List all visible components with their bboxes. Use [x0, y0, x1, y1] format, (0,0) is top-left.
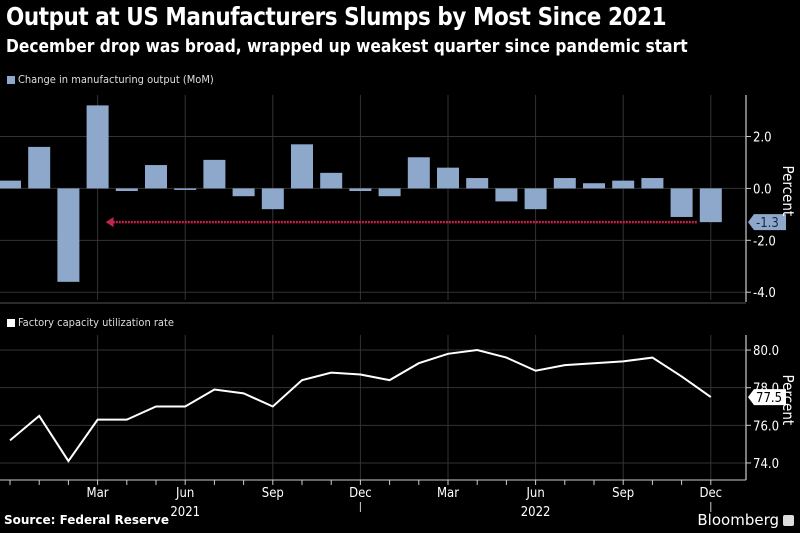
line-last-value-label: 77.5 — [756, 391, 782, 406]
bloomberg-logo-icon — [783, 514, 794, 526]
x-tick-label-1: Jun — [175, 486, 194, 501]
bar-18 — [524, 188, 547, 210]
bar-2 — [57, 188, 80, 282]
bar-24 — [699, 188, 722, 223]
bar-15 — [437, 167, 459, 189]
bar-0 — [0, 180, 21, 189]
x-year-label-0: 2021 — [170, 505, 200, 520]
utilization-line — [9, 349, 712, 463]
legend-swatch-line — [7, 318, 15, 327]
bar-14 — [407, 157, 430, 189]
bar-6 — [174, 188, 197, 190]
x-tick-label-6: Sep — [612, 486, 634, 501]
line-y-axis-title: Percent — [779, 375, 797, 426]
bar-y-axis-title: Percent — [779, 166, 797, 217]
chart-title: Output at US Manufacturers Slumps by Mos… — [6, 2, 667, 31]
bar-21 — [612, 180, 635, 189]
bar-4 — [115, 188, 138, 192]
line-ytick-label-0: 74.0 — [753, 457, 779, 472]
bar-16 — [466, 178, 489, 189]
bar-22 — [641, 178, 664, 189]
bar-ytick-label-1: -2.0 — [753, 234, 776, 249]
x-tick-label-0: Mar — [87, 486, 109, 501]
bar-ytick-label-0: -4.0 — [753, 286, 776, 301]
bar-last-value-label: -1.3 — [756, 216, 779, 231]
bar-1 — [28, 146, 51, 189]
bar-9 — [261, 188, 284, 210]
x-tick-label-7: Dec — [699, 486, 722, 501]
bar-17 — [495, 188, 518, 202]
x-tick-label-2: Sep — [262, 486, 284, 501]
line-last-value-badge — [748, 389, 786, 406]
legend-line: Factory capacity utilization rate — [7, 316, 174, 329]
legend-swatch-bar — [7, 75, 15, 84]
bar-8 — [232, 188, 255, 197]
bar-10 — [291, 144, 313, 189]
x-tick-label-4: Mar — [437, 486, 459, 501]
line-ytick-label-3: 80.0 — [753, 344, 779, 359]
bar-13 — [378, 188, 401, 197]
brand-name: Bloomberg — [697, 511, 779, 529]
bar-5 — [145, 165, 167, 189]
x-tick-label-3: Dec — [349, 486, 372, 501]
red-arrowhead — [105, 217, 114, 228]
bar-7 — [203, 159, 226, 189]
x-year-label-1: 2022 — [521, 505, 551, 520]
legend-bar-label: Change in manufacturing output (MoM) — [18, 73, 214, 86]
bar-ytick-label-2: 0.0 — [753, 182, 772, 197]
legend-bar: Change in manufacturing output (MoM) — [7, 73, 214, 86]
bar-19 — [553, 178, 576, 189]
bar-last-value-badge — [748, 214, 786, 231]
brand: Bloomberg — [697, 511, 794, 529]
bar-23 — [670, 188, 693, 217]
bar-12 — [349, 188, 372, 192]
source-note: Source: Federal Reserve — [4, 513, 169, 527]
bar-3 — [86, 105, 109, 189]
line-ytick-label-1: 76.0 — [753, 419, 779, 434]
bar-11 — [320, 172, 343, 189]
x-tick-label-5: Jun — [525, 486, 544, 501]
bar-20 — [583, 183, 605, 189]
legend-line-label: Factory capacity utilization rate — [18, 316, 174, 329]
bar-ytick-label-3: 2.0 — [753, 131, 772, 146]
chart-subtitle: December drop was broad, wrapped up weak… — [6, 36, 688, 57]
